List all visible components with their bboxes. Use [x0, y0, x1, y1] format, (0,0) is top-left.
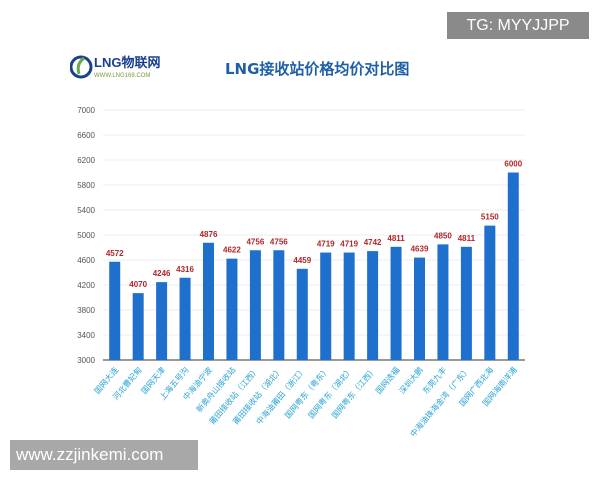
- data-label: 4246: [153, 269, 171, 278]
- data-label: 4316: [176, 265, 194, 274]
- data-label: 4811: [387, 234, 405, 243]
- y-tick-label: 6200: [77, 156, 95, 165]
- y-tick-label: 5000: [77, 231, 95, 240]
- bar: [273, 250, 285, 360]
- bar: [179, 277, 191, 360]
- y-tick-label: 6600: [77, 131, 95, 140]
- data-label: 4622: [223, 246, 241, 255]
- bar: [484, 225, 496, 360]
- bar: [156, 282, 168, 360]
- x-tick-label: 深圳大鹏: [397, 365, 425, 396]
- bar: [203, 242, 214, 360]
- y-tick-label: 4200: [77, 281, 95, 290]
- y-tick-label: 3400: [77, 331, 95, 340]
- data-label: 4639: [411, 245, 429, 254]
- bar: [109, 261, 121, 360]
- data-label: 5150: [481, 213, 499, 222]
- logo-site: WWW.LNG168.COM: [94, 73, 151, 79]
- data-label: 4850: [434, 231, 452, 240]
- data-label: 4756: [270, 237, 288, 246]
- y-tick-label: 3000: [77, 356, 95, 365]
- data-label: 4719: [340, 240, 358, 249]
- bar: [343, 252, 355, 360]
- bar: [414, 257, 425, 360]
- watermark-bottom: www.zzjinkemi.com: [10, 440, 198, 470]
- bar: [367, 251, 379, 360]
- bar: [460, 246, 472, 360]
- bar: [390, 246, 402, 360]
- y-tick-label: 7000: [77, 106, 95, 115]
- data-label: 4070: [129, 280, 147, 289]
- bar: [132, 293, 144, 360]
- bar: [249, 250, 261, 360]
- y-tick-label: 5800: [77, 181, 95, 190]
- bar: [296, 268, 308, 360]
- data-label: 4459: [293, 256, 311, 265]
- bar: [320, 252, 332, 360]
- data-label: 4572: [106, 249, 124, 258]
- data-label: 4811: [458, 234, 476, 243]
- y-tick-label: 3800: [77, 306, 95, 315]
- watermark-top: TG: MYYJJPP: [447, 12, 589, 39]
- data-label: 4876: [200, 230, 218, 239]
- y-tick-label: 5400: [77, 206, 95, 215]
- data-label: 4742: [364, 238, 382, 247]
- logo-icon: [70, 55, 93, 79]
- data-label: 4719: [317, 240, 335, 249]
- bar: [507, 172, 519, 360]
- x-tick-label: 国网迭福: [373, 365, 401, 396]
- logo-name: LNG物联网: [94, 55, 161, 70]
- bar: [437, 244, 449, 360]
- logo: LNG物联网 WWW.LNG168.COM: [70, 54, 170, 84]
- data-label: 4756: [246, 237, 264, 246]
- chart-title: LNG接收站价格均价对比图: [225, 60, 410, 78]
- y-tick-label: 4600: [77, 256, 95, 265]
- bar: [226, 258, 238, 360]
- data-label: 6000: [504, 160, 522, 169]
